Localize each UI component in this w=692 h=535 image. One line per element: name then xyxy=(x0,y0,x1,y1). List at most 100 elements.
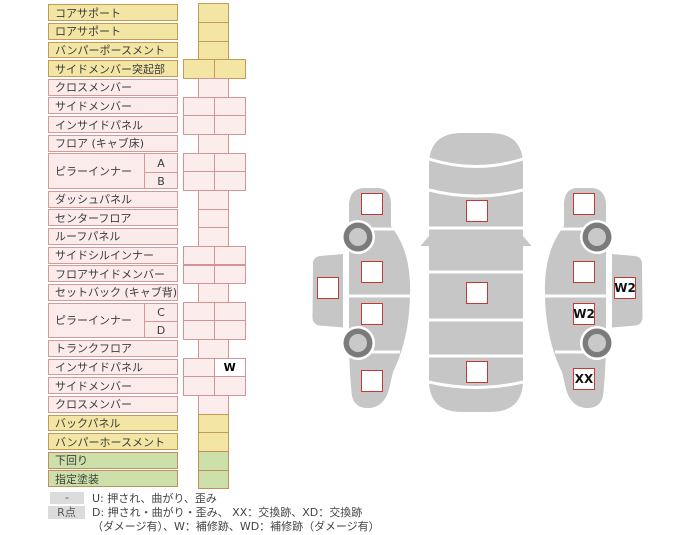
row-label-text: セットバック (キャブ背) xyxy=(55,286,178,300)
damage-cell-center xyxy=(198,339,229,359)
cell-divider xyxy=(214,60,215,78)
damage-marker xyxy=(466,282,488,304)
row-label-text: サイドシルインナー xyxy=(55,249,154,263)
mirror-right-icon xyxy=(523,236,532,246)
row-label-text: ピラーインナー xyxy=(55,165,132,179)
row-label-text: インサイドパネル xyxy=(55,361,143,374)
damage-cell-center xyxy=(198,78,229,98)
car-top-view xyxy=(420,133,532,412)
damage-marker: W2 xyxy=(614,277,636,299)
row-label-text: 指定塗装 xyxy=(55,472,99,486)
row-label: コアサポート xyxy=(48,4,178,22)
legend-key-u: - xyxy=(50,492,84,504)
damage-cell-center xyxy=(198,413,229,434)
row-label-text: クロスメンバー xyxy=(55,398,132,412)
row-label: バックパネル xyxy=(48,414,178,432)
damage-cell-center xyxy=(198,469,229,490)
legend-text-r-line2: （ダメージ有）、W：補修跡、WD：補修跡（ダメージ有） xyxy=(92,519,380,533)
cell-divider xyxy=(214,246,215,265)
row-label: ピラーインナー A B xyxy=(48,153,178,189)
legend-text-r-line1: D: 押され・曲がり・歪み、 XX：交換跡、XD：交換跡 xyxy=(92,505,363,519)
damage-cell-pair xyxy=(183,264,246,285)
row-label: サイドメンバー xyxy=(48,97,178,115)
row-label: クロスメンバー xyxy=(48,395,178,413)
damage-marker: W2 xyxy=(573,303,595,325)
row-label-text: クロスメンバー xyxy=(55,81,132,95)
row-label: サイドシルインナー xyxy=(48,246,178,264)
damage-cell-center xyxy=(198,133,229,154)
damage-cell-pair xyxy=(183,320,246,341)
damage-marker: XX xyxy=(573,368,595,390)
row-label-text: サイドメンバー突起部 xyxy=(55,62,165,76)
damage-marker xyxy=(317,277,339,299)
legend-key-rten: R点 xyxy=(48,505,85,519)
wheel-icon xyxy=(341,220,375,254)
row-label: フロア (キャブ床) xyxy=(48,134,178,152)
wheel-icon xyxy=(580,326,614,360)
damage-marker xyxy=(361,370,383,392)
row-label: トランクフロア xyxy=(48,339,178,357)
row-label: ダッシュパネル xyxy=(48,190,178,208)
legend-text-u: U: 押され、曲がり、歪み xyxy=(92,491,217,505)
row-label-text: ルーフパネル xyxy=(55,230,121,244)
mirror-left-icon xyxy=(420,236,429,246)
damage-cell-pair xyxy=(183,152,246,173)
row-label-text: コアサポート xyxy=(55,6,121,20)
damage-marker xyxy=(573,193,595,215)
damage-cell-center xyxy=(198,208,229,229)
damage-cell-center xyxy=(198,22,229,42)
damage-cell-pair xyxy=(183,376,246,397)
wheel-icon xyxy=(580,220,614,254)
row-label-text: センターフロア xyxy=(55,211,132,225)
row-label-text: ダッシュパネル xyxy=(55,193,132,207)
damage-marker xyxy=(466,361,488,383)
row-sublabel: C xyxy=(144,303,177,322)
wheel-icon xyxy=(341,326,375,360)
damage-cell-center xyxy=(198,283,229,303)
damage-marker xyxy=(361,261,383,283)
row-label: 下回り xyxy=(48,451,178,469)
damage-cell-center xyxy=(198,40,229,61)
row-label-text: インサイドパネル xyxy=(55,118,143,132)
row-label: バンパーポースメント xyxy=(48,41,178,59)
row-label: 指定塗装 xyxy=(48,470,178,488)
row-label: ロアサポート xyxy=(48,22,178,40)
row-label-text: ピラーインナー xyxy=(55,314,132,328)
row-label: フロアサイドメンバー xyxy=(48,265,178,283)
damage-cell-pair xyxy=(183,245,246,266)
wheels xyxy=(341,220,614,360)
damage-cell-center xyxy=(198,432,229,452)
damage-cell-pair xyxy=(183,96,246,117)
damage-marker xyxy=(466,200,488,222)
damage-cell-center xyxy=(198,227,229,247)
row-label-text: バンパーホースメント xyxy=(55,435,165,449)
row-sublabel: B xyxy=(144,172,177,188)
damage-marker xyxy=(361,303,383,325)
damage-cell-mark: W xyxy=(214,358,245,377)
row-label: セットバック (キャブ背) xyxy=(48,283,178,301)
row-label-text: トランクフロア xyxy=(55,342,132,356)
row-label: インサイドパネル xyxy=(48,358,178,376)
row-label: ルーフパネル xyxy=(48,228,178,245)
row-label-text: フロアサイドメンバー xyxy=(55,267,165,281)
cell-divider xyxy=(214,172,215,190)
row-label: サイドメンバー xyxy=(48,377,178,395)
row-label-text: サイドメンバー xyxy=(55,99,132,113)
damage-cell-pair: W xyxy=(183,357,246,378)
cell-divider xyxy=(214,377,215,396)
row-label-text: ロアサポート xyxy=(55,25,121,39)
row-label: バンパーホースメント xyxy=(48,433,178,451)
row-label-text: フロア (キャブ床) xyxy=(55,137,145,151)
damage-cell-center xyxy=(198,451,229,471)
row-label: センターフロア xyxy=(48,209,178,227)
row-label-text: サイドメンバー xyxy=(55,379,132,393)
cell-divider xyxy=(214,321,215,340)
damage-marker xyxy=(573,261,595,283)
row-label: クロスメンバー xyxy=(48,78,178,96)
damage-marker xyxy=(361,193,383,215)
damage-cell-center xyxy=(198,3,229,24)
row-label: サイドメンバー突起部 xyxy=(48,60,178,78)
damage-cell-pair xyxy=(183,59,246,79)
